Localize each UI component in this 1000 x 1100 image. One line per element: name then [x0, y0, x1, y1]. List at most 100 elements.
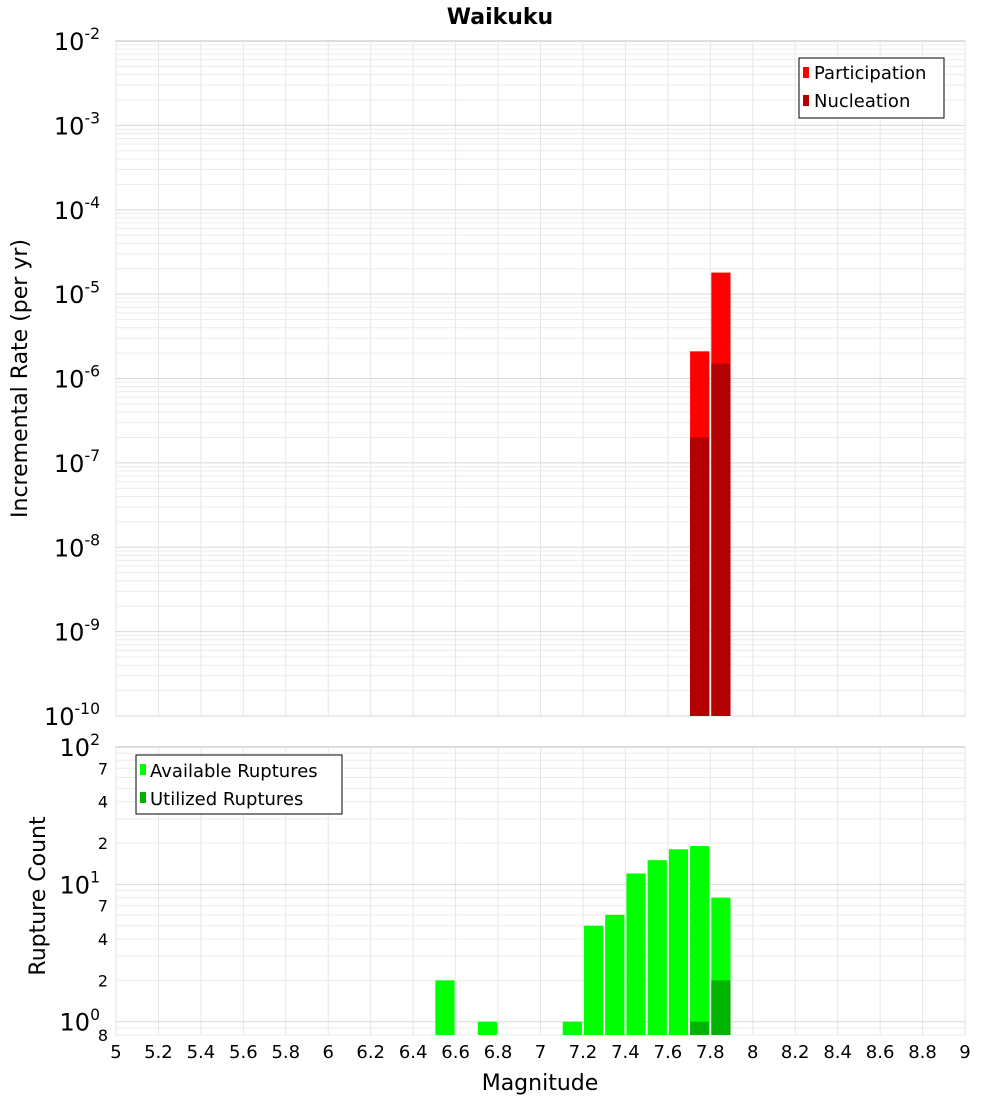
y-tick-label-top-exponent: -8 [84, 531, 100, 549]
x-tick-label: 5.8 [271, 1042, 300, 1063]
legend-swatch-nucleation [803, 95, 809, 106]
y-tick-label-top-exponent: -10 [75, 700, 100, 718]
y-tick-label-top-base: 10 [44, 703, 75, 731]
y-tick-label-bottom-base: 10 [60, 871, 91, 899]
top-grid [115, 41, 966, 717]
y-tick-label-top: 10-7 [54, 447, 100, 478]
y-tick-label-bottom: 101 [60, 869, 100, 900]
bottom-y-axis-label: Rupture Count [26, 816, 51, 976]
y-tick-label-bottom: 4 [98, 793, 108, 812]
y-tick-label-top-base: 10 [54, 534, 85, 562]
top-y-tick-labels: 10-210-310-410-510-610-710-810-910-10 [44, 25, 100, 731]
x-tick-label: 6.8 [484, 1042, 513, 1063]
legend-swatch-participation [803, 67, 809, 78]
x-tick-label: 7.6 [654, 1042, 683, 1063]
y-tick-label-top: 10-6 [54, 363, 100, 394]
legend-swatch-utilized [140, 792, 146, 803]
legend-label-nucleation: Nucleation [814, 91, 910, 112]
x-tick-label: 8.8 [908, 1042, 937, 1063]
bar-utilized-ruptures-7.85 [711, 980, 731, 1035]
x-tick-label: 5.6 [229, 1042, 258, 1063]
y-tick-label-top-exponent: -4 [84, 194, 100, 212]
top-bars [690, 272, 731, 716]
x-tick-label: 5.2 [144, 1042, 173, 1063]
bottom-grid [115, 747, 966, 1036]
y-tick-label-top: 10-4 [54, 194, 100, 225]
legend-swatch-available [140, 764, 146, 775]
y-tick-label-bottom-base: 10 [60, 734, 91, 762]
top-panel: 10-210-310-410-510-610-710-810-910-10 In… [8, 25, 966, 731]
y-tick-label-bottom: 2 [98, 971, 108, 990]
x-tick-label: 5.4 [187, 1042, 216, 1063]
top-legend: Participation Nucleation [798, 57, 945, 119]
y-tick-label-top-exponent: -9 [84, 616, 100, 634]
bar-available-ruptures-7.25 [583, 925, 604, 1035]
y-tick-label-bottom: 8 [98, 1026, 108, 1045]
legend-label-utilized: Utilized Ruptures [150, 789, 303, 810]
y-tick-label-top-base: 10 [54, 366, 85, 394]
y-tick-label-top-base: 10 [54, 28, 85, 56]
y-tick-label-top-exponent: -5 [84, 278, 100, 296]
bar-available-ruptures-7.55 [647, 860, 667, 1035]
x-tick-label: 7.2 [569, 1042, 598, 1063]
y-tick-label-top-base: 10 [54, 450, 85, 478]
legend-label-available: Available Ruptures [150, 761, 318, 782]
y-tick-label-top: 10-3 [54, 110, 100, 141]
y-tick-label-bottom: 4 [98, 930, 108, 949]
legend-label-participation: Participation [814, 63, 926, 84]
y-tick-label-top-base: 10 [54, 281, 85, 309]
x-tick-label: 7.4 [611, 1042, 640, 1063]
x-tick-label: 8.6 [866, 1042, 895, 1063]
x-tick-label: 7.8 [696, 1042, 725, 1063]
y-tick-label-top: 10-5 [54, 278, 100, 309]
x-axis-label: Magnitude [482, 1071, 599, 1096]
y-tick-label-top-exponent: -6 [84, 363, 100, 381]
bar-nucleation-7.85 [711, 363, 731, 716]
chart-title: Waikuku [447, 5, 553, 30]
x-tick-label: 8 [747, 1042, 758, 1063]
y-tick-label-top-base: 10 [54, 197, 85, 225]
y-tick-label-top-exponent: -2 [84, 25, 100, 43]
y-tick-label-bottom: 100 [60, 1006, 100, 1037]
x-tick-labels: 5 5.2 5.4 5.6 5.8 6 6.2 6.4 6.6 6.8 7 7.2 7.4 7.6 7.8 8… [110, 1042, 970, 1063]
top-y-axis-label: Incremental Rate (per yr) [8, 239, 33, 518]
bar-nucleation-7.75 [690, 437, 710, 716]
x-tick-label: 5 [110, 1042, 121, 1063]
y-tick-label-top-base: 10 [54, 619, 85, 647]
y-tick-label-bottom: 7 [98, 897, 108, 916]
y-tick-label-top-exponent: -3 [84, 110, 100, 128]
bottom-legend-box [135, 754, 343, 815]
bar-utilized-ruptures-7.75 [690, 1021, 710, 1035]
x-tick-label: 6 [323, 1042, 334, 1063]
bar-available-ruptures-6.55 [435, 980, 455, 1035]
x-tick-label: 6.6 [441, 1042, 470, 1063]
y-tick-label-top-exponent: -7 [84, 447, 100, 465]
y-tick-label-bottom: 102 [60, 731, 100, 762]
bar-available-ruptures-7.15 [562, 1021, 582, 1035]
bar-available-ruptures-7.45 [626, 873, 646, 1035]
y-tick-label-top-base: 10 [54, 112, 85, 140]
y-tick-label-bottom: 2 [98, 834, 108, 853]
bar-available-ruptures-6.75 [477, 1021, 498, 1035]
x-tick-label: 6.4 [399, 1042, 428, 1063]
y-tick-label-bottom-base: 10 [60, 1009, 91, 1037]
top-legend-box [798, 57, 945, 119]
y-tick-label-top: 10-2 [54, 25, 100, 56]
y-tick-label-top: 10-10 [44, 700, 100, 731]
x-tick-label: 6.2 [356, 1042, 385, 1063]
y-tick-label-top: 10-9 [54, 616, 100, 647]
y-tick-label-bottom-exponent: 1 [90, 869, 100, 887]
x-tick-label: 8.2 [781, 1042, 810, 1063]
x-tick-label: 9 [959, 1042, 970, 1063]
y-tick-label-top: 10-8 [54, 531, 100, 562]
bar-available-ruptures-7.65 [668, 849, 689, 1035]
y-tick-label-bottom-exponent: 2 [90, 731, 100, 749]
y-tick-label-bottom-exponent: 0 [90, 1006, 100, 1024]
x-tick-label: 7 [535, 1042, 546, 1063]
y-tick-label-bottom: 7 [98, 759, 108, 778]
bar-available-ruptures-7.75 [690, 846, 710, 1035]
bar-available-ruptures-7.35 [605, 914, 625, 1035]
